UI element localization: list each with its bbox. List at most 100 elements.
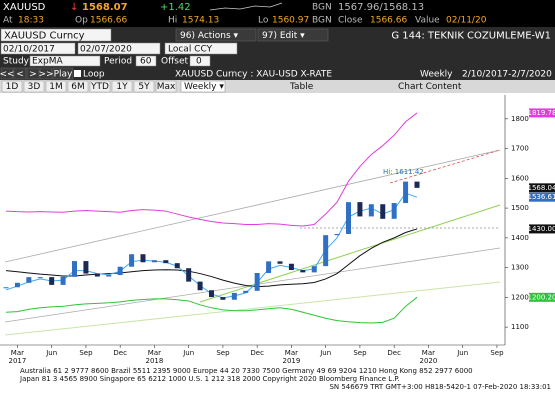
period-button[interactable] [89,80,111,93]
x-tick-label: Sep [353,349,367,357]
period-button[interactable] [133,80,155,93]
candle [209,290,214,298]
chart-content[interactable]: Chart Content [398,82,462,92]
candle [346,202,351,234]
bid-ask: 1567.96/1568.13 [338,2,424,13]
price-label-box [529,108,555,118]
candle [311,266,317,273]
candle [163,260,169,264]
nav-button[interactable] [0,67,14,80]
actions-button[interactable] [175,28,257,42]
page-title: G 144: TEKNIK COZUMLEME-W1 [391,31,551,42]
year-label: 2020 [420,357,438,365]
trend-line [4,149,501,263]
date-to: 02/07/2020 [80,45,132,55]
nav-button[interactable] [13,67,27,80]
date-from-input[interactable] [0,42,76,55]
candle [403,181,409,204]
security-input[interactable] [0,28,112,42]
bgn: BGN [312,3,332,13]
y-tick-label: 1700 [511,145,529,153]
x-tick-label: Dec [113,349,127,357]
frequency-menu-box[interactable] [180,80,226,93]
price-label: 1536.61 [528,193,555,201]
y-tick-label: 1200 [511,293,529,301]
candle [94,273,100,277]
period-button[interactable] [23,80,45,93]
offset-input[interactable] [189,55,211,67]
candle [72,261,77,277]
annotation: Hi: 1611.42 [383,168,424,176]
nav-label: >> [38,70,53,80]
candle [197,281,203,291]
nav-label: < [16,70,24,80]
candle [414,181,420,188]
study-line [5,112,418,227]
nav-button[interactable] [39,67,53,80]
x-tick-label: Sep [79,349,93,357]
hi: 1574.13 [182,16,219,26]
year-label: 2018 [146,357,164,365]
chart-title: XAUUSD Curncy : XAU-USD X-RATE [175,70,332,80]
loop: Loop [83,70,105,80]
candle [220,297,226,300]
period-row: 1D 3D 1M 6M YTD 1Y 5Y Max [1,80,177,93]
op-label: Op [75,16,88,26]
period-button[interactable] [1,80,23,93]
study: ExpMA [32,57,63,67]
currency-select[interactable] [164,42,238,55]
security: XAUUSD Curncy [4,31,85,42]
period-button[interactable] [155,80,177,93]
actions: 96) Actions ▾ [180,31,239,41]
candle [243,290,249,293]
x-tick-label: Jun [456,349,468,357]
footer-line: Japan 81 3 4565 8900 Singapore 65 6212 1… [19,375,400,383]
date-sep: - [72,45,75,55]
table[interactable]: Table [289,82,314,92]
arrow: ↓ [70,2,78,13]
period-button[interactable] [67,80,89,93]
offset: 0 [196,57,202,67]
candle [151,260,157,263]
sparkline [209,2,283,11]
nav-button[interactable] [26,67,40,80]
range: 2/10/2017-2/7/2020 [462,70,552,80]
x-tick-label: Mar [422,349,435,357]
last-price: 1568.07 [82,2,128,13]
trend-line [4,281,501,336]
study-select[interactable] [29,55,101,67]
x-tick-label: Mar [148,349,161,357]
date-to-input[interactable] [77,42,161,55]
candle [37,277,43,279]
candle [277,261,283,264]
period-label: Period [104,57,132,67]
edit-button[interactable] [257,28,329,42]
edit: 97) Edit ▾ [262,31,305,41]
period-label: 1M [49,82,63,92]
candle [106,275,112,277]
op: 1566.66 [90,16,127,26]
candle [60,276,66,285]
period-button[interactable] [111,80,133,93]
at: 18:33 [18,16,44,26]
currency: Local CCY [168,45,213,55]
play-button[interactable] [52,67,74,80]
close-label: Close [338,16,363,26]
lo-label: Lo [258,16,269,26]
candle [117,266,123,276]
period-button[interactable] [45,80,67,93]
nav-label: > [29,70,37,80]
y-tick-label: 1400 [511,234,529,242]
candle [323,235,329,267]
year-label: 2017 [9,357,27,365]
study-line [5,296,418,324]
plot: 1100 1200 1300 1400 1500 1600 1700 1800 Mar Jun Se… [0,95,555,365]
candle [174,263,180,269]
candle [300,270,306,273]
candle [391,203,397,219]
price-label-box [529,183,555,193]
loop-checkbox[interactable] [74,70,81,77]
period-input[interactable] [135,55,157,67]
nav-label: << [0,70,15,80]
